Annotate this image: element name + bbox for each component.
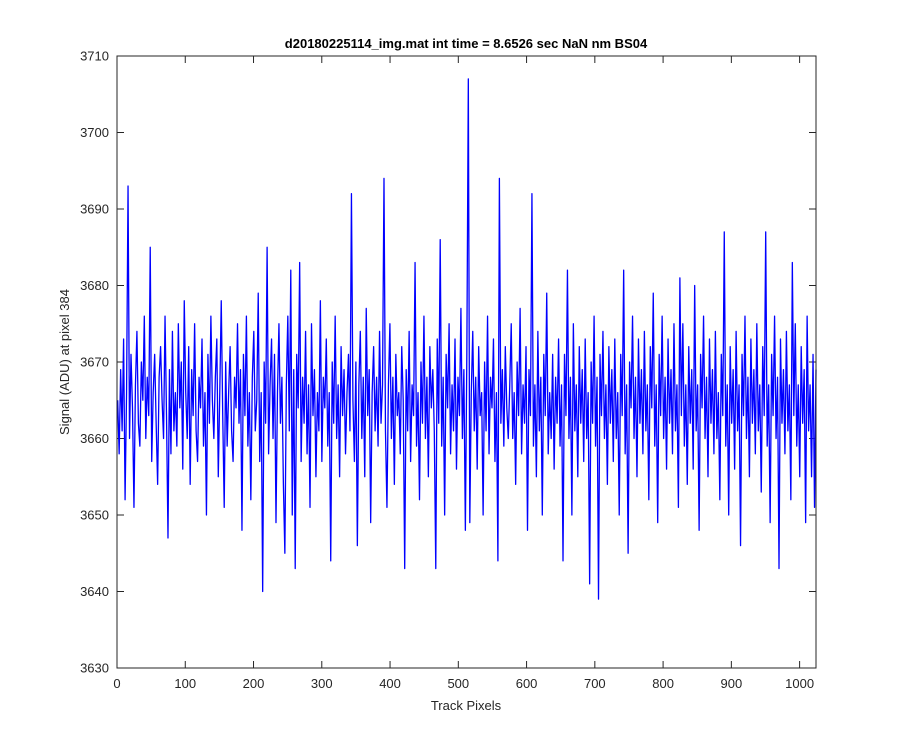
y-tick-label: 3710: [80, 49, 109, 64]
x-tick-label: 800: [652, 676, 674, 691]
x-tick-label: 300: [311, 676, 333, 691]
y-tick-label: 3680: [80, 278, 109, 293]
signal-series-line: [117, 78, 817, 600]
y-axis-label: Signal (ADU) at pixel 384: [57, 289, 72, 435]
x-tick-label: 900: [721, 676, 743, 691]
x-axis-label: Track Pixels: [431, 698, 502, 713]
x-tick-label: 600: [516, 676, 538, 691]
y-tick-label: 3660: [80, 431, 109, 446]
x-axis-ticks: 0 100 200 300 400 500 600 700 800 900 1000: [113, 56, 814, 691]
x-tick-label: 400: [379, 676, 401, 691]
x-tick-label: 100: [174, 676, 196, 691]
x-tick-label: 0: [113, 676, 120, 691]
plot-frame: [116, 55, 817, 669]
y-tick-label: 3630: [80, 661, 109, 676]
x-tick-label: 700: [584, 676, 606, 691]
chart-title: d20180225114_img.mat int time = 8.6526 s…: [285, 36, 648, 51]
y-tick-label: 3650: [80, 508, 109, 523]
y-tick-label: 3700: [80, 125, 109, 140]
y-tick-label: 3640: [80, 584, 109, 599]
x-tick-label: 200: [243, 676, 265, 691]
y-tick-label: 3670: [80, 355, 109, 370]
y-tick-label: 3690: [80, 202, 109, 217]
x-tick-label: 1000: [785, 676, 814, 691]
x-tick-label: 500: [447, 676, 469, 691]
